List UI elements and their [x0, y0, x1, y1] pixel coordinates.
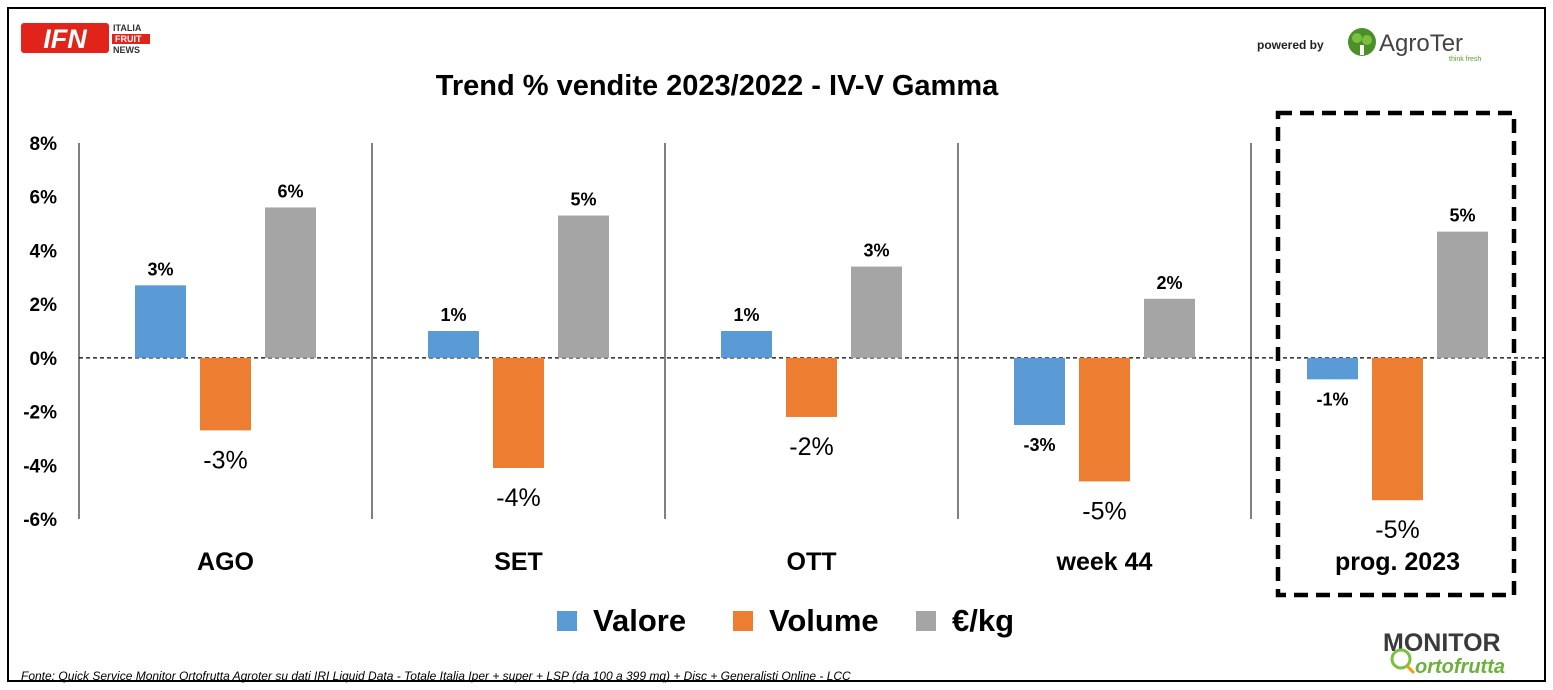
- data-label: -1%: [1316, 389, 1348, 409]
- x-tick-label: AGO: [197, 548, 254, 576]
- bar: [135, 285, 186, 358]
- data-label: -4%: [496, 484, 540, 512]
- legend-swatch: [733, 611, 753, 631]
- data-label: -5%: [1375, 516, 1419, 544]
- x-tick-label: OTT: [787, 548, 837, 576]
- legend-label: Volume: [769, 603, 879, 638]
- bar-labels-group: 3% -3% 6% 1% -4% 5% 1% -2% 3% -3% -5% 2% -1% -5% 5%: [147, 181, 1475, 544]
- y-tick-label: 8%: [30, 134, 58, 155]
- legend-label: Valore: [593, 603, 686, 638]
- bars-group: [135, 207, 1488, 501]
- bar: [721, 331, 772, 358]
- y-tick-label: 0%: [30, 349, 58, 370]
- ifn-sub-3: NEWS: [113, 45, 140, 55]
- powered-by-label: powered by: [1257, 38, 1324, 52]
- magnifier-icon: [1390, 648, 1412, 670]
- data-label: 3%: [863, 241, 889, 261]
- y-tick-label: -4%: [23, 456, 57, 477]
- bar: [1014, 357, 1065, 425]
- ifn-logo-text: IFN: [43, 24, 87, 54]
- bar: [1372, 357, 1423, 501]
- data-label: -2%: [789, 433, 833, 461]
- x-tick-label: week 44: [1056, 548, 1153, 576]
- bar: [200, 357, 251, 431]
- x-tick-label: SET: [494, 548, 543, 576]
- category-separators: [79, 143, 1544, 519]
- y-tick-label: 2%: [30, 295, 58, 316]
- bar: [786, 357, 837, 417]
- x-tick-label: prog. 2023: [1335, 548, 1460, 576]
- legend-swatch: [916, 611, 936, 631]
- legend-swatch: [557, 611, 577, 631]
- bar: [1437, 231, 1488, 358]
- monitor-text: MONITOR: [1383, 629, 1501, 657]
- legend-label: €/kg: [952, 603, 1014, 638]
- agroter-name: AgroTer: [1379, 30, 1463, 57]
- ortofrutta-text: ortofrutta: [1415, 656, 1505, 678]
- chart-frame: IFN ITALIA FRUIT NEWS powered by AgroTer…: [7, 7, 1546, 683]
- bar: [1307, 357, 1358, 380]
- ifn-sub-1: ITALIA: [113, 23, 142, 33]
- bar: [265, 207, 316, 358]
- chart-title: Trend % vendite 2023/2022 - IV-V Gamma: [436, 70, 999, 102]
- ifn-logo: IFN ITALIA FRUIT NEWS: [21, 23, 150, 55]
- data-label: 2%: [1156, 273, 1182, 293]
- source-note: Fonte: Quick Service Monitor Ortofrutta …: [21, 669, 851, 683]
- bar: [428, 331, 479, 358]
- data-label: 3%: [147, 259, 173, 279]
- y-tick-label: -2%: [23, 403, 57, 424]
- data-label: 1%: [440, 305, 466, 325]
- bar: [851, 266, 902, 358]
- y-tick-label: -6%: [23, 510, 57, 531]
- y-axis: 8% 6% 4% 2% 0% -2% -4% -6%: [23, 134, 80, 531]
- highlight-dashed-box: [1275, 110, 1517, 598]
- bar: [1079, 357, 1130, 482]
- agroter-logo: powered by AgroTer think fresh: [1257, 28, 1481, 63]
- y-tick-label: 6%: [30, 188, 58, 209]
- data-label: 5%: [570, 190, 596, 210]
- bar: [1144, 298, 1195, 358]
- bar: [558, 215, 609, 358]
- data-label: -5%: [1082, 497, 1126, 525]
- data-label: 5%: [1449, 206, 1475, 226]
- agroter-tagline: think fresh: [1449, 56, 1481, 63]
- chart-canvas: IFN ITALIA FRUIT NEWS powered by AgroTer…: [21, 23, 1544, 678]
- data-label: 6%: [277, 181, 303, 201]
- monitor-ortofrutta-logo: MONITOR ortofrutta: [1383, 629, 1505, 678]
- legend: Valore Volume €/kg: [557, 603, 1014, 638]
- bar: [493, 357, 544, 468]
- highlight-box: [1275, 110, 1517, 598]
- x-axis: AGO SET OTT week 44 prog. 2023: [197, 548, 1460, 576]
- data-label: 1%: [733, 305, 759, 325]
- ifn-sub-2: FRUIT: [115, 34, 142, 44]
- data-label: -3%: [203, 446, 247, 474]
- data-label: -3%: [1023, 435, 1055, 455]
- y-tick-label: 4%: [30, 241, 58, 262]
